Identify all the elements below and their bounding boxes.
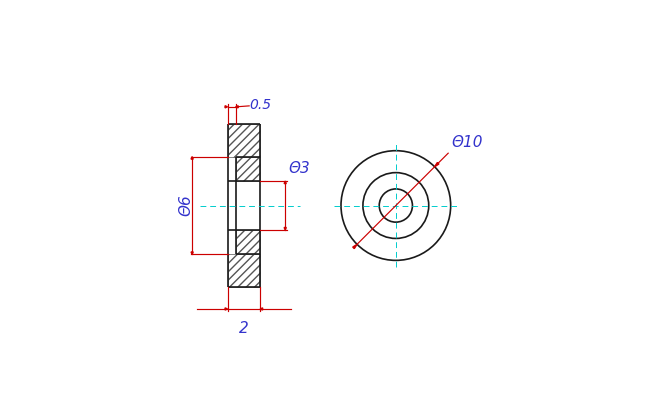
Polygon shape: [236, 230, 260, 254]
Polygon shape: [225, 106, 228, 108]
Polygon shape: [191, 252, 193, 254]
Polygon shape: [353, 244, 357, 249]
Polygon shape: [236, 157, 260, 181]
Text: Θ3: Θ3: [289, 162, 310, 176]
Polygon shape: [228, 124, 260, 157]
Polygon shape: [225, 308, 228, 310]
Polygon shape: [260, 308, 263, 310]
Text: Θ6: Θ6: [179, 195, 194, 217]
Polygon shape: [284, 228, 287, 230]
Text: 2: 2: [239, 322, 248, 337]
Polygon shape: [191, 157, 193, 159]
Polygon shape: [228, 254, 260, 287]
Polygon shape: [435, 162, 439, 167]
Text: Θ10: Θ10: [452, 135, 483, 150]
Polygon shape: [284, 181, 287, 184]
Polygon shape: [236, 106, 238, 108]
Text: 0.5: 0.5: [250, 98, 272, 112]
